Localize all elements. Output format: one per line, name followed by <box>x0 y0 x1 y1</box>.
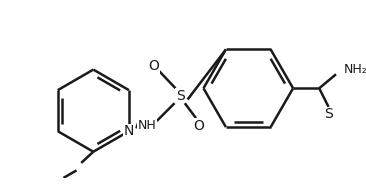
Text: S: S <box>324 107 333 121</box>
Text: O: O <box>193 119 204 133</box>
Text: NH: NH <box>138 119 157 132</box>
Text: NH₂: NH₂ <box>344 63 366 76</box>
Text: N: N <box>124 124 134 138</box>
Text: O: O <box>149 59 160 73</box>
Text: S: S <box>176 89 184 103</box>
